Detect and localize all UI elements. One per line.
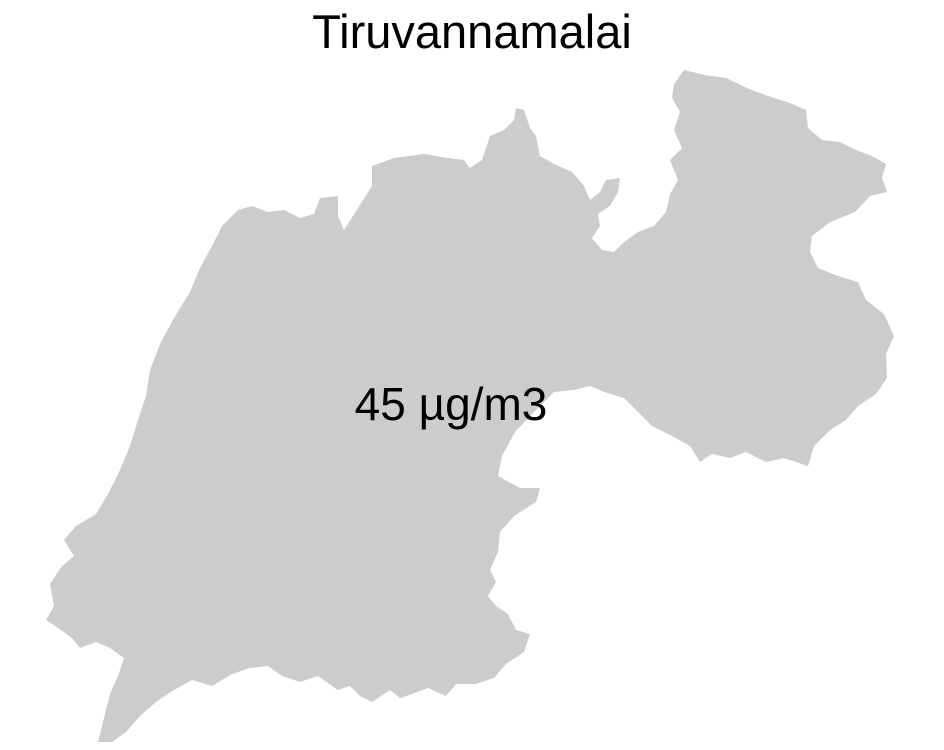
map-title: Tiruvannamalai [312,5,632,58]
district-region-tiruvannamalai [46,70,894,742]
pm25-value-label: 45 µg/m3 [354,378,548,430]
